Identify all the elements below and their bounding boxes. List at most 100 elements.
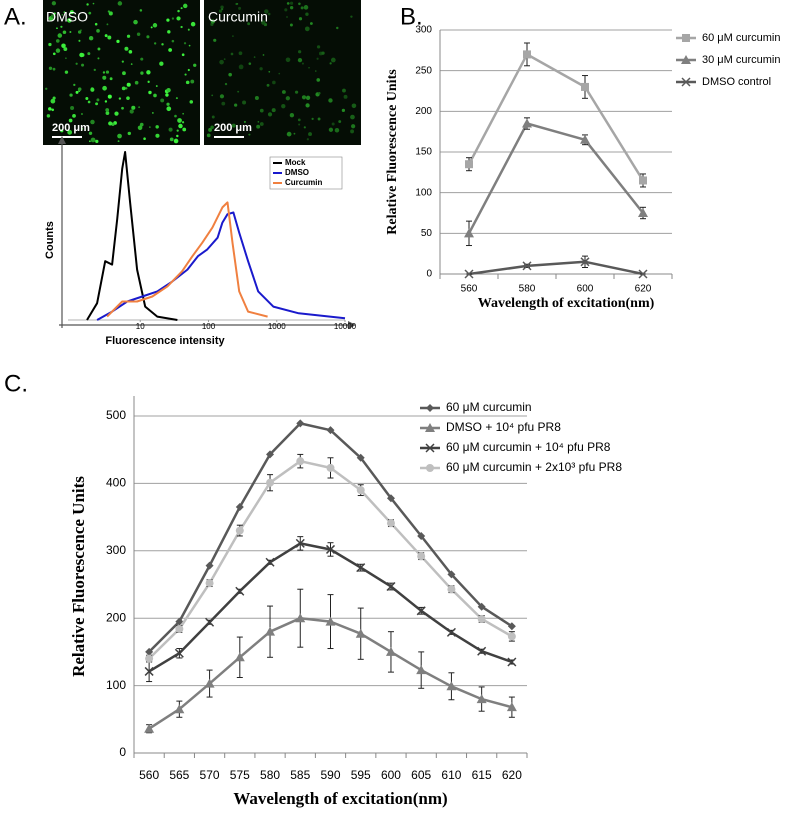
cell-dot [190, 21, 196, 27]
series-line [467, 53, 645, 182]
cell-dot [181, 53, 185, 57]
cell-dot [152, 23, 158, 28]
cell-dot [155, 85, 158, 88]
x-axis-label: Wavelength of excitation(nm) [478, 296, 655, 311]
cell-dot [106, 23, 109, 26]
y-tick-label: 100 [415, 187, 432, 198]
cell-dot [169, 137, 174, 142]
marker [326, 426, 335, 435]
x-tick-label: 565 [169, 768, 189, 782]
cell-dot [174, 114, 177, 118]
cell-dot [126, 96, 130, 100]
cell-dot [264, 9, 269, 14]
y-axis-label: Counts [44, 221, 56, 259]
cell-dot [150, 26, 153, 29]
cell-dot [297, 118, 301, 122]
cell-dot [109, 77, 113, 81]
marker [295, 613, 306, 623]
scale-bar-label: 200 μm [52, 122, 90, 134]
cell-dot [52, 67, 56, 71]
cell-dot [161, 43, 164, 46]
cell-dot [176, 129, 179, 132]
marker [465, 160, 473, 169]
cell-dot [272, 80, 276, 85]
marker [522, 261, 532, 271]
cell-dot [90, 137, 96, 143]
marker [522, 118, 532, 128]
marker [580, 257, 590, 267]
marker [235, 586, 245, 596]
cell-dot [102, 85, 107, 91]
cell-dot [289, 113, 295, 118]
cell-dot [65, 57, 67, 60]
marker-stroke [638, 269, 648, 279]
cell-dot [62, 30, 67, 34]
cell-dot [126, 34, 131, 38]
marker [477, 602, 486, 611]
cell-dot [104, 100, 108, 103]
marker [425, 423, 435, 432]
cell-dot [146, 35, 150, 39]
cell-dot [107, 10, 111, 13]
marker [639, 176, 647, 185]
x-tick-label: 620 [635, 284, 652, 295]
cell-dot [294, 90, 299, 94]
cell-dot [289, 1, 294, 5]
marker [417, 531, 426, 540]
cell-dot [298, 2, 301, 6]
cell-dot [259, 67, 263, 71]
y-axis-label: Relative Fluorescence Units [385, 69, 400, 235]
cell-dot [180, 25, 183, 29]
cell-dot [317, 117, 321, 121]
cell-dot [122, 71, 126, 76]
cell-dot [257, 121, 260, 123]
x-tick-label: 600 [577, 284, 594, 295]
x-tick-label: 610 [441, 768, 461, 782]
marker-stroke [386, 581, 396, 592]
cell-dot [143, 137, 146, 141]
cell-dot [55, 39, 60, 43]
y-tick-label: 300 [106, 543, 126, 557]
cell-dot [187, 68, 190, 72]
marker [416, 665, 427, 675]
x-tick-label: 580 [519, 284, 536, 295]
cell-dot [152, 112, 154, 114]
cell-dot [102, 71, 106, 74]
arrow-head [58, 136, 66, 144]
cell-dot [171, 17, 175, 20]
cell-dot [224, 82, 228, 86]
cell-dot [88, 11, 92, 15]
cell-dot [350, 129, 355, 134]
marker [175, 617, 184, 626]
cell-dot [285, 96, 290, 101]
marker-stroke [446, 627, 456, 637]
cell-dot [316, 57, 319, 60]
x-tick-label: 585 [290, 768, 310, 782]
cell-dot [81, 127, 84, 130]
cell-dot [139, 9, 143, 12]
cell-dot [117, 140, 120, 143]
marker-stroke [580, 257, 590, 267]
legend-label: DMSO control [702, 76, 771, 88]
cell-dot [67, 18, 72, 23]
series-line [86, 151, 178, 321]
cell-dot [190, 79, 195, 84]
cell-dot [350, 15, 353, 18]
marker [295, 538, 305, 548]
marker [266, 450, 275, 459]
cell-dot [278, 72, 281, 75]
cell-dot [97, 47, 101, 51]
legend-label: 60 μM curcumin [702, 32, 780, 44]
cell-dot [88, 131, 93, 135]
cell-dot [165, 93, 169, 97]
cell-dot [73, 83, 76, 87]
cell-dot [69, 10, 74, 15]
cell-dot [238, 6, 242, 10]
panel-label: B. [400, 3, 423, 30]
y-tick-label: 500 [106, 408, 126, 422]
marker [144, 666, 154, 676]
cell-dot [303, 126, 306, 129]
marker [235, 502, 244, 511]
cell-dot [184, 73, 187, 76]
